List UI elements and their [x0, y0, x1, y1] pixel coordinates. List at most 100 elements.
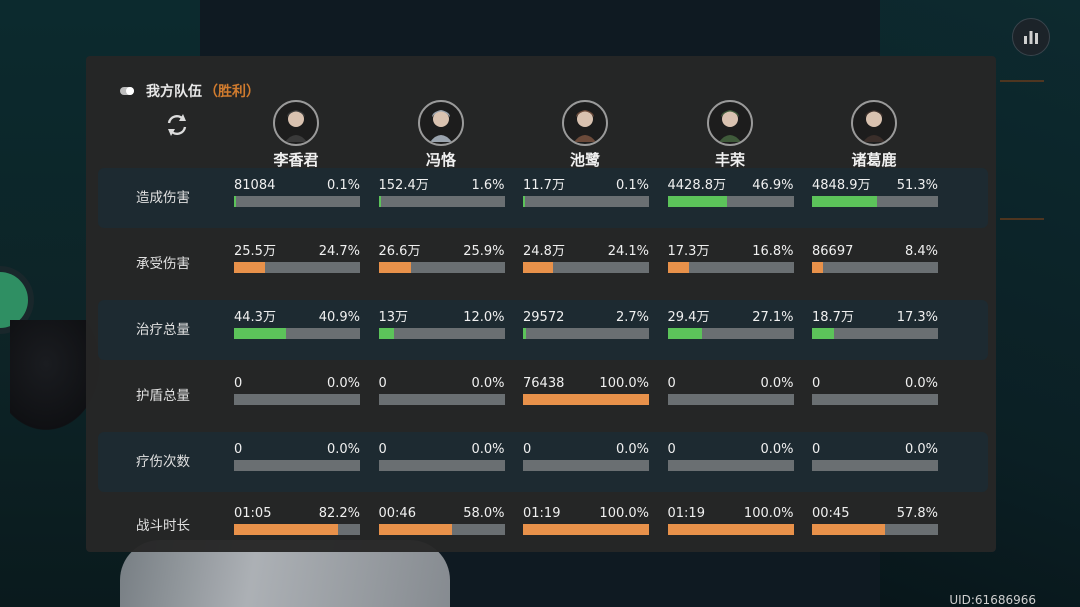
stat-percent: 8.4% — [904, 244, 938, 259]
stat-bar — [667, 328, 794, 339]
stat-percent: 40.9% — [318, 310, 360, 325]
stat-value: 01:05 — [234, 506, 272, 521]
stat-bar-fill — [812, 524, 885, 535]
character-avatar[interactable] — [273, 100, 319, 146]
stat-cell: 01:05 82.2% — [234, 506, 360, 535]
stat-row-label: 护盾总量 — [136, 388, 190, 404]
character-column: 冯恪 — [381, 100, 501, 170]
stats-toggle-button[interactable] — [1012, 18, 1050, 56]
stat-bar-fill — [667, 262, 689, 273]
stat-bar — [812, 460, 938, 471]
stat-cell: 0 0.0% — [378, 376, 505, 405]
stat-row: 造成伤害 81084 0.1% 152.4万 1.6% 11.7万 0.1% 4428.8万 4… — [98, 168, 988, 228]
stat-cell-values: 44.3万 40.9% — [234, 310, 360, 326]
stat-value: 152.4万 — [378, 178, 429, 193]
stat-percent: 0.0% — [904, 442, 938, 457]
stat-bar — [812, 196, 938, 207]
refresh-icon[interactable] — [164, 112, 190, 138]
stat-cell: 29572 2.7% — [523, 310, 649, 339]
character-avatar[interactable] — [707, 100, 753, 146]
stat-percent: 57.8% — [896, 506, 938, 521]
stat-percent: 100.0% — [599, 506, 649, 521]
character-portrait-icon — [863, 110, 885, 142]
stat-cell: 01:19 100.0% — [667, 506, 794, 535]
stat-bar — [523, 328, 649, 339]
stat-percent: 24.7% — [318, 244, 360, 259]
character-portrait-icon — [719, 110, 741, 142]
stat-bar — [812, 394, 938, 405]
character-column: 李香君 — [236, 100, 356, 170]
stat-bar — [667, 524, 794, 535]
team-header: 我方队伍 （胜利） — [120, 81, 260, 101]
character-avatar[interactable] — [562, 100, 608, 146]
stat-cell-values: 24.8万 24.1% — [523, 244, 649, 260]
stat-row: 治疗总量 44.3万 40.9% 13万 12.0% 29572 2.7% 29.4万 27.1… — [98, 300, 988, 360]
stat-bar-fill — [667, 524, 794, 535]
stat-bar — [812, 262, 938, 273]
stat-row: 承受伤害 25.5万 24.7% 26.6万 25.9% 24.8万 24.1% 17.3万 1… — [98, 234, 988, 294]
stat-value: 81084 — [234, 178, 276, 193]
stat-row: 护盾总量 0 0.0% 0 0.0% 76438 100.0% 0 0.0% 0 0.0% — [98, 366, 988, 426]
stat-cell: 01:19 100.0% — [523, 506, 649, 535]
stat-value: 29572 — [523, 310, 565, 325]
team-toggle-icon[interactable] — [120, 87, 134, 95]
stat-cell-values: 0 0.0% — [379, 376, 505, 392]
bar-chart-icon — [1024, 31, 1038, 44]
stat-bar — [667, 262, 794, 273]
stat-bar — [523, 394, 649, 405]
stat-value: 13万 — [378, 310, 409, 325]
stat-cell-values: 0 0.0% — [234, 442, 360, 458]
stat-row: 战斗时长 01:05 82.2% 00:46 58.0% 01:19 100.0% 01:19… — [98, 496, 988, 556]
stat-value: 17.3万 — [667, 244, 710, 259]
stat-bar — [812, 328, 938, 339]
character-name: 诸葛鹿 — [851, 151, 897, 169]
stat-percent: 100.0% — [599, 376, 649, 391]
stat-cell-values: 25.5万 24.7% — [234, 244, 360, 260]
background-frame — [1000, 80, 1044, 220]
stat-cell: 0 0.0% — [234, 376, 360, 405]
stat-cell: 18.7万 17.3% — [812, 310, 938, 339]
background-character — [10, 320, 100, 430]
stat-cell: 26.6万 25.9% — [378, 244, 505, 273]
character-avatar[interactable] — [851, 100, 897, 146]
stat-bar — [812, 524, 938, 535]
stat-percent: 0.1% — [326, 178, 360, 193]
stat-percent: 27.1% — [752, 310, 794, 325]
stat-cell-values: 01:19 100.0% — [668, 506, 794, 522]
stat-value: 24.8万 — [523, 244, 565, 259]
stat-cell-values: 01:05 82.2% — [234, 506, 360, 522]
stat-bar-fill — [812, 328, 834, 339]
stat-value: 0 — [378, 376, 387, 391]
stat-value: 0 — [812, 376, 821, 391]
stat-cell-values: 0 0.0% — [523, 442, 649, 458]
stat-percent: 2.7% — [615, 310, 649, 325]
stat-value: 00:46 — [378, 506, 416, 521]
stat-bar — [378, 328, 505, 339]
stat-bar — [523, 524, 649, 535]
stat-value: 4428.8万 — [667, 178, 727, 193]
stat-cell: 13万 12.0% — [378, 310, 505, 339]
stat-value: 18.7万 — [812, 310, 854, 325]
stat-bar — [523, 262, 649, 273]
stat-value: 01:19 — [523, 506, 561, 521]
stat-cell: 24.8万 24.1% — [523, 244, 649, 273]
stat-bar — [667, 394, 794, 405]
stat-bar-fill — [812, 196, 877, 207]
character-avatar[interactable] — [418, 100, 464, 146]
stat-bar — [378, 394, 505, 405]
stat-bar-fill — [667, 196, 727, 207]
stat-value: 0 — [667, 376, 676, 391]
stat-percent: 0.0% — [615, 442, 649, 457]
stat-value: 0 — [667, 442, 676, 457]
stat-cell: 0 0.0% — [812, 442, 938, 471]
character-portrait-icon — [430, 110, 452, 142]
stat-value: 4848.9万 — [812, 178, 871, 193]
stat-percent: 0.0% — [760, 442, 794, 457]
stat-cell-values: 29572 2.7% — [523, 310, 649, 326]
stat-bar-fill — [667, 328, 702, 339]
stat-cell-values: 0 0.0% — [812, 376, 938, 392]
stat-bar — [378, 196, 505, 207]
stat-bar-fill — [234, 262, 266, 273]
stat-bar — [234, 460, 360, 471]
character-column: 池鹭 — [525, 100, 645, 170]
